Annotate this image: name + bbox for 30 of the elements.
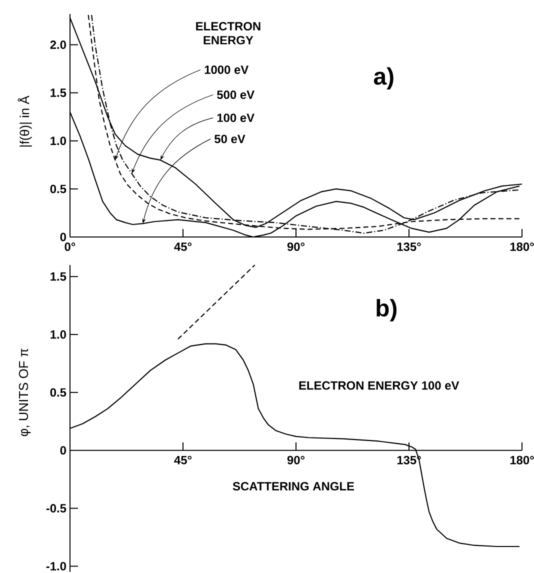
x-tick-label: 180° <box>510 242 534 251</box>
x-tick-label: 90° <box>287 456 305 464</box>
x-tick-label: 90° <box>287 242 305 251</box>
annotation: b) <box>376 299 396 322</box>
y-axis-title: |f(θ)| in Å <box>18 96 32 147</box>
annotation: a) <box>374 67 394 90</box>
annotation: 500 eV <box>217 90 254 99</box>
y-tick-label: 0 <box>60 446 66 455</box>
x-tick-label: 0° <box>64 242 76 251</box>
y-tick-label: -0.5 <box>46 504 66 513</box>
x-axis-title: SCATTERING ANGLE <box>232 482 354 490</box>
annotation: ELECTRON ENERGY 100 eV <box>299 381 460 390</box>
annotation: 1000 eV <box>204 66 249 74</box>
y-axis-title: φ, UNITS OF π <box>18 348 31 436</box>
y-tick-label: 2.0 <box>50 40 66 49</box>
x-tick-label: 135° <box>397 242 421 251</box>
y-tick-label: -1.0 <box>46 562 66 570</box>
x-tick-label: 180° <box>510 456 534 464</box>
y-tick-label: 0.5 <box>50 388 66 397</box>
x-tick-label: 45° <box>174 456 192 464</box>
y-tick-label: 0.5 <box>50 184 66 194</box>
legend-title: ELECTRON ENERGY <box>196 22 260 44</box>
y-tick-label: 0 <box>60 232 66 242</box>
annotation: 100 eV <box>217 114 254 122</box>
y-tick-label: 1.0 <box>50 330 66 339</box>
y-tick-label: 1.5 <box>50 272 66 281</box>
annotation: 50 eV <box>214 134 246 144</box>
y-tick-label: 1.5 <box>50 88 66 97</box>
x-tick-label: 45° <box>174 242 192 251</box>
y-tick-label: 1.0 <box>50 136 66 146</box>
